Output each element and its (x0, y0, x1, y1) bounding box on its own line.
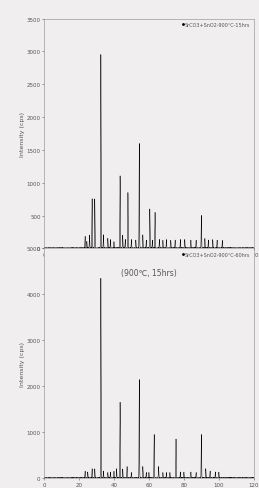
X-axis label: 2theta (deg.): 2theta (deg.) (128, 259, 170, 264)
Y-axis label: Intensity (cps): Intensity (cps) (20, 341, 25, 386)
Y-axis label: Intensity (cps): Intensity (cps) (20, 112, 25, 157)
Legend: SrCO3+SnO2-900°C-15hrs: SrCO3+SnO2-900°C-15hrs (181, 22, 251, 29)
Legend: SrCO3+SnO2-900°C-60hrs: SrCO3+SnO2-900°C-60hrs (181, 251, 251, 258)
Text: (900℃, 15hrs): (900℃, 15hrs) (121, 268, 177, 277)
